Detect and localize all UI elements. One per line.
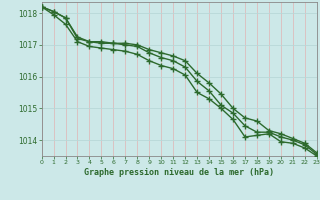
- X-axis label: Graphe pression niveau de la mer (hPa): Graphe pression niveau de la mer (hPa): [84, 168, 274, 177]
